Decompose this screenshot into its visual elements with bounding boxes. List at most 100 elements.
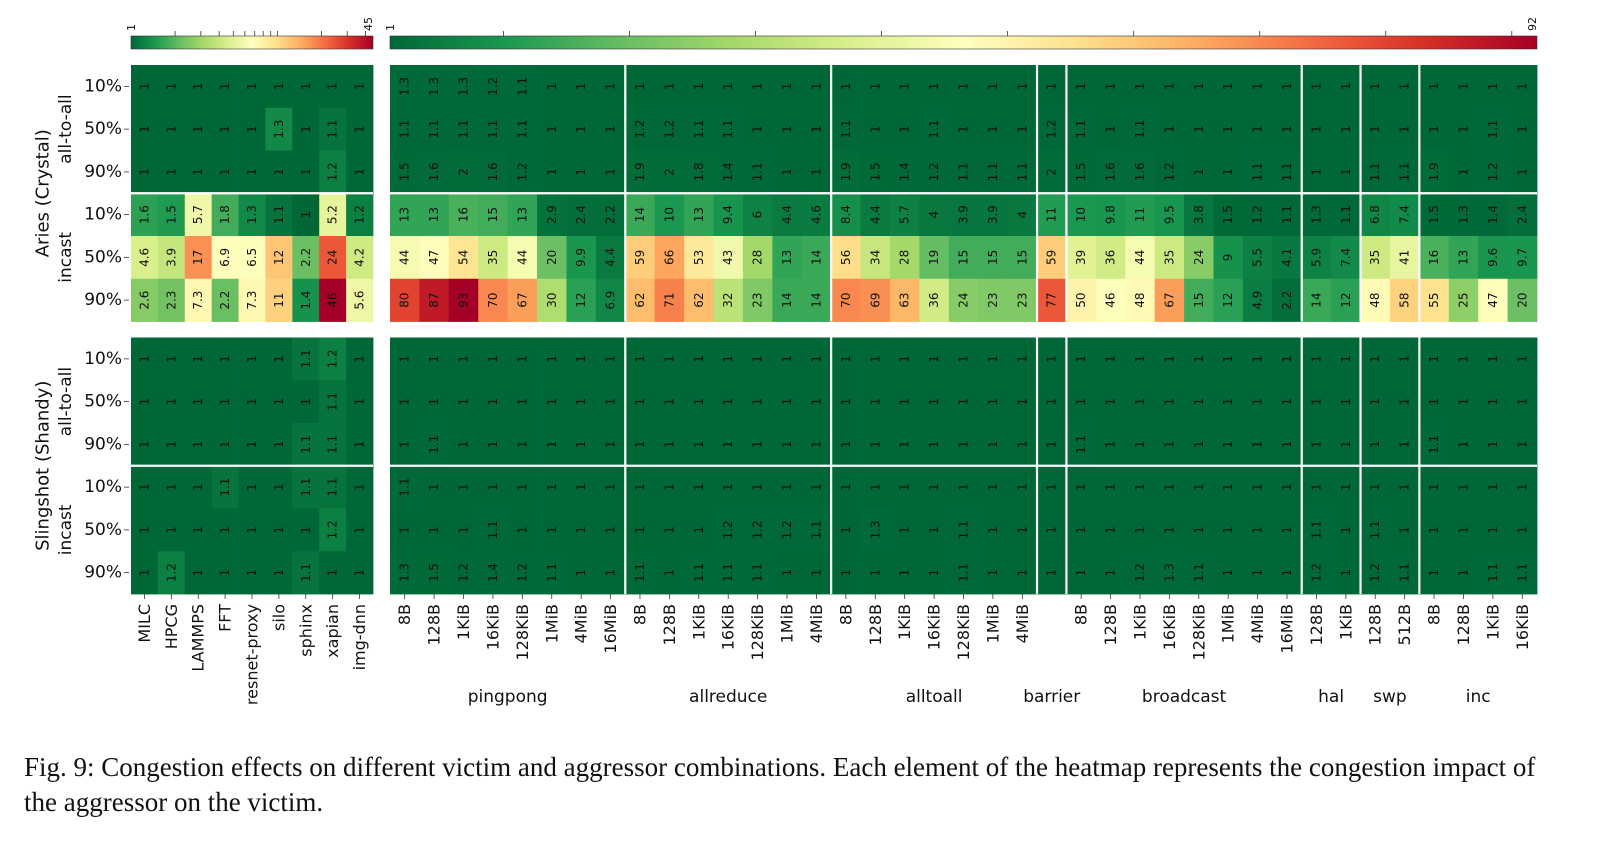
heatmap-cell xyxy=(566,236,597,280)
heatmap-cell xyxy=(684,337,714,381)
heatmap-cell xyxy=(390,423,420,467)
heatmap-cell xyxy=(346,465,374,509)
cell-value-label: 1 xyxy=(662,569,676,577)
heatmap-cell xyxy=(1448,193,1479,237)
column-label: 128KiB xyxy=(748,604,767,660)
cell-value-label: 1 xyxy=(191,125,205,133)
cell-value-label: 1 xyxy=(839,569,853,577)
heatmap-cell xyxy=(1507,508,1538,552)
cell-value-label: 1 xyxy=(1280,355,1294,363)
cell-value-label: 1 xyxy=(604,526,618,534)
heatmap-cell xyxy=(478,236,509,280)
cell-value-label: 1 xyxy=(868,441,882,449)
heatmap-cell xyxy=(1272,150,1303,194)
heatmap-cell xyxy=(889,337,920,381)
cell-value-label: 5.6 xyxy=(353,291,367,310)
cell-value-label: 1 xyxy=(299,211,313,219)
cell-value-label: 1 xyxy=(457,398,471,406)
heatmap-cell xyxy=(292,65,320,109)
cell-value-label: 1 xyxy=(1015,398,1029,406)
heatmap-cell xyxy=(1360,107,1391,151)
cell-value-label: 1 xyxy=(1015,125,1029,133)
column-label: 4MiB xyxy=(1013,604,1032,643)
heatmap-cell xyxy=(919,465,950,509)
heatmap-cell xyxy=(1448,337,1479,381)
heatmap-cell xyxy=(684,380,714,424)
cell-value-label: 15 xyxy=(957,250,971,265)
cell-value-label: 54 xyxy=(457,250,471,265)
cell-value-label: 1 xyxy=(486,483,500,491)
cell-value-label: 23 xyxy=(1015,292,1029,307)
heatmap-cell xyxy=(390,380,420,424)
cell-value-label: 1 xyxy=(218,441,232,449)
cell-value-label: 1 xyxy=(1515,526,1529,534)
cell-value-label: 1.3 xyxy=(427,77,441,96)
cell-value-label: 1 xyxy=(457,355,471,363)
heatmap-cell xyxy=(1272,551,1303,595)
cell-value-label: 1 xyxy=(1221,168,1235,176)
cell-value-label: 1 xyxy=(1456,355,1470,363)
heatmap-cell xyxy=(1360,380,1391,424)
heatmap-cell xyxy=(265,423,293,467)
cell-value-label: 1 xyxy=(1104,398,1118,406)
cell-value-label: 1 xyxy=(1074,398,1088,406)
heatmap-cell xyxy=(742,65,773,109)
heatmap-cell xyxy=(448,337,479,381)
heatmap-cell xyxy=(742,551,773,595)
row-label: 10% xyxy=(84,477,122,497)
cell-value-label: 1 xyxy=(1515,441,1529,449)
heatmap-cell xyxy=(625,193,656,237)
column-label: 1KiB xyxy=(1483,604,1502,640)
heatmap-cell xyxy=(1360,193,1391,237)
heatmap-cell xyxy=(625,337,656,381)
column-label: 4MiB xyxy=(807,604,826,643)
heatmap-cell xyxy=(1478,193,1508,237)
cell-value-label: 1 xyxy=(1427,398,1441,406)
column-label: 8B xyxy=(395,604,414,625)
heatmap-cell xyxy=(419,65,450,109)
heatmap-cell xyxy=(1066,380,1097,424)
app-colorbar xyxy=(131,36,373,49)
heatmap-cell xyxy=(507,380,538,424)
heatmap-cell xyxy=(831,380,861,424)
heatmap-cell xyxy=(831,193,861,237)
heatmap-cell xyxy=(419,380,450,424)
heatmap-cell xyxy=(1272,380,1303,424)
heatmap-cell xyxy=(595,107,626,151)
cell-value-label: 1 xyxy=(191,355,205,363)
heatmap-cell xyxy=(566,380,597,424)
cell-value-label: 1 xyxy=(1339,526,1353,534)
heatmap-cell xyxy=(1360,551,1391,595)
column-label: 1KiB xyxy=(689,604,708,640)
cell-value-label: 1 xyxy=(1368,441,1382,449)
heatmap-cell xyxy=(860,551,891,595)
heatmap-cell xyxy=(684,65,714,109)
heatmap-cell xyxy=(419,278,450,322)
heatmap-cell xyxy=(801,107,832,151)
heatmap-cell xyxy=(1213,107,1244,151)
heatmap-cell xyxy=(238,380,266,424)
heatmap-cell xyxy=(1507,236,1538,280)
cell-value-label: 1 xyxy=(662,83,676,91)
row-label: 50% xyxy=(84,247,122,267)
cell-value-label: 1.1 xyxy=(299,478,313,497)
cell-value-label: 1 xyxy=(137,569,151,577)
cell-value-label: 1.2 xyxy=(1486,162,1500,181)
heatmap-cell xyxy=(1360,465,1391,509)
cell-value-label: 1 xyxy=(1398,355,1412,363)
heatmap-cell xyxy=(566,508,597,552)
cell-value-label: 1 xyxy=(1221,441,1235,449)
heatmap-cell xyxy=(319,278,347,322)
heatmap-cell xyxy=(625,65,656,109)
heatmap-cell xyxy=(448,551,479,595)
cell-value-label: 1.1 xyxy=(692,563,706,582)
heatmap-cell xyxy=(860,508,891,552)
cell-value-label: 44 xyxy=(398,250,412,265)
heatmap-cell xyxy=(419,150,450,194)
cell-value-label: 1 xyxy=(957,125,971,133)
heatmap-cell xyxy=(1419,107,1450,151)
cell-value-label: 1 xyxy=(1162,483,1176,491)
heatmap-cell xyxy=(1037,107,1067,151)
cell-value-label: 12 xyxy=(272,250,286,265)
row-label: 90% xyxy=(84,563,122,583)
